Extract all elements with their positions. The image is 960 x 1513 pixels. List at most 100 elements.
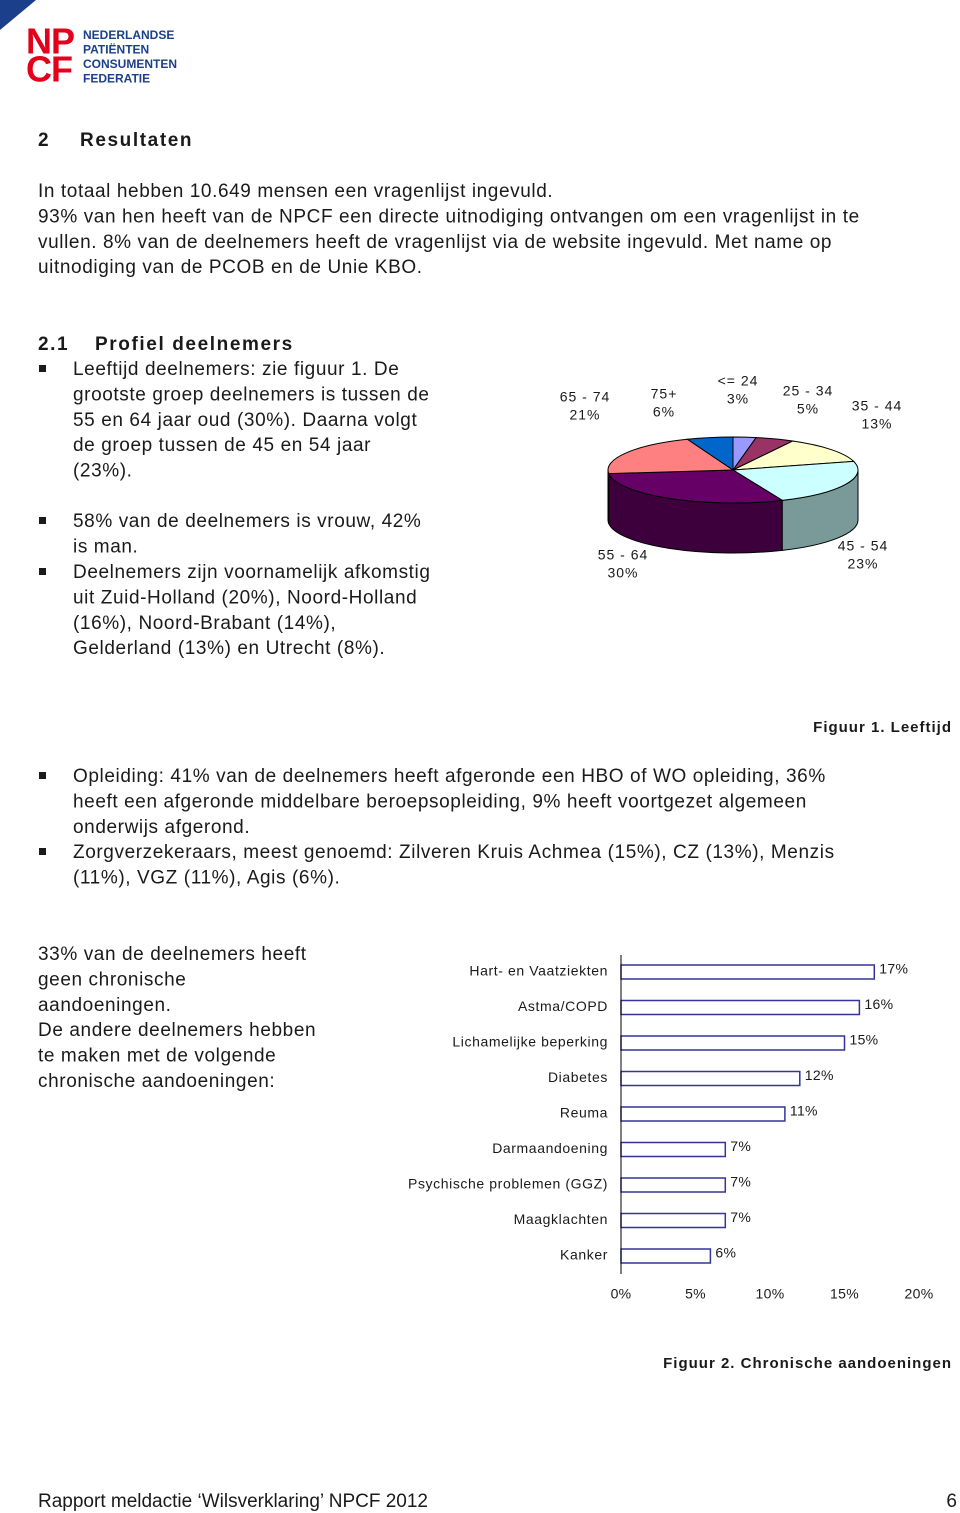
- pie-value-label: 3%: [727, 391, 749, 407]
- value-label: 6%: [715, 1245, 736, 1261]
- value-label: 16%: [864, 996, 893, 1012]
- paragraph-line: 93% van hen heeft van de NPCF een direct…: [38, 206, 860, 227]
- pie-value-label: 5%: [797, 401, 819, 417]
- bar: [620, 964, 876, 980]
- paragraph-line: chronische aandoeningen:: [38, 1071, 275, 1092]
- pie-label: 45 - 54: [838, 538, 889, 554]
- footer-text: Rapport meldactie ‘Wilsverklaring’ NPCF …: [38, 1491, 428, 1512]
- bullet: [39, 365, 46, 372]
- bullet: [39, 848, 46, 855]
- bullet-line: Gelderland (13%) en Utrecht (8%).: [73, 638, 385, 659]
- logo-mark: NP: [26, 21, 74, 62]
- bar: [620, 1248, 712, 1264]
- bullet-line: Leeftijd deelnemers: zie figuur 1. De: [73, 359, 399, 380]
- value-label: 7%: [730, 1174, 751, 1190]
- bullet-line: (11%), VGZ (11%), Agis (6%).: [73, 867, 340, 888]
- pie-label: 65 - 74: [560, 389, 611, 405]
- pie-value-label: 21%: [569, 407, 600, 423]
- paragraph-line: geen chronische: [38, 969, 186, 990]
- category-label: Diabetes: [548, 1069, 608, 1085]
- x-tick-label: 0%: [611, 1286, 632, 1302]
- paragraph-line: In totaal hebben 10.649 mensen een vrage…: [38, 181, 553, 202]
- bullet-line: (23%).: [73, 461, 133, 482]
- x-tick-label: 5%: [685, 1286, 706, 1302]
- section-number: 2: [38, 130, 50, 151]
- category-label: Lichamelijke beperking: [452, 1034, 608, 1050]
- bullet-line: (16%), Noord-Brabant (14%),: [73, 613, 336, 634]
- x-tick-label: 20%: [905, 1286, 934, 1302]
- pie-slice: [731, 460, 859, 501]
- subsection-title: Profiel deelnemers: [95, 334, 294, 355]
- pie-label: <= 24: [718, 373, 759, 389]
- logo-name: PATIËNTEN: [83, 42, 149, 57]
- bar: [620, 1035, 846, 1051]
- value-label: 15%: [850, 1032, 879, 1048]
- section-title: Resultaten: [80, 130, 193, 151]
- bullet-line: de groep tussen de 45 en 54 jaar: [73, 435, 371, 456]
- category-label: Psychische problemen (GGZ): [408, 1176, 608, 1192]
- pie-value-label: 13%: [861, 416, 892, 432]
- bullet-line: Zorgverzekeraars, meest genoemd: Zilvere…: [73, 842, 835, 863]
- paragraph-line: De andere deelnemers hebben: [38, 1020, 316, 1041]
- logo-corner: [0, 0, 36, 30]
- bar: [620, 1212, 727, 1229]
- category-label: Darmaandoening: [492, 1140, 608, 1156]
- bar: [620, 1106, 786, 1122]
- paragraph-line: vullen. 8% van de deelnemers heeft de vr…: [38, 232, 832, 253]
- paragraph-line: uitnodiging van de PCOB en de Unie KBO.: [38, 257, 423, 278]
- value-label: 17%: [879, 961, 908, 977]
- bullet-line: onderwijs afgerond.: [73, 817, 250, 838]
- value-label: 11%: [790, 1103, 818, 1119]
- bullet-line: is man.: [73, 536, 138, 557]
- pie-value-label: 23%: [847, 556, 878, 572]
- logo-name: CONSUMENTEN: [83, 57, 177, 71]
- pie-label: 35 - 44: [852, 398, 903, 414]
- bar: [620, 1070, 801, 1087]
- logo-mark: CF: [26, 49, 72, 90]
- category-label: Maagklachten: [514, 1211, 608, 1227]
- bullet-line: 58% van de deelnemers is vrouw, 42%: [73, 511, 421, 532]
- category-label: Hart- en Vaatziekten: [469, 963, 608, 979]
- pie-slice: [732, 440, 855, 471]
- bullet: [39, 568, 46, 575]
- bullet-line: 55 en 64 jaar oud (30%). Daarna volgt: [73, 410, 417, 431]
- pie-value-label: 6%: [653, 404, 675, 420]
- pie-slice: [607, 469, 784, 504]
- value-label: 7%: [730, 1209, 751, 1225]
- bullet: [39, 772, 46, 779]
- bullet-line: grootste groep deelnemers is tussen de: [73, 384, 430, 405]
- paragraph-line: aandoeningen.: [38, 995, 172, 1016]
- pie-value-label: 30%: [607, 565, 638, 581]
- figure-caption: Figuur 2. Chronische aandoeningen: [663, 1355, 952, 1372]
- pie-slice-side: [607, 469, 610, 524]
- pie-slice: [685, 436, 734, 471]
- category-label: Astma/COPD: [518, 998, 608, 1014]
- pie-label: 25 - 34: [783, 383, 834, 399]
- bar: [620, 1141, 727, 1158]
- category-label: Kanker: [560, 1247, 608, 1263]
- x-tick-label: 10%: [756, 1286, 785, 1302]
- logo-name: NEDERLANDSE: [83, 28, 174, 42]
- bullet-line: uit Zuid-Holland (20%), Noord-Holland: [73, 587, 417, 608]
- bullet: [39, 517, 46, 524]
- x-tick-label: 15%: [830, 1286, 859, 1302]
- logo-name: FEDERATIE: [83, 72, 150, 86]
- paragraph-line: te maken met de volgende: [38, 1046, 276, 1067]
- figure-caption: Figuur 1. Leeftijd: [813, 719, 952, 736]
- pie-slice: [607, 438, 735, 475]
- paragraph-line: 33% van de deelnemers heeft: [38, 944, 307, 965]
- value-label: 7%: [730, 1138, 751, 1154]
- bullet-line: Deelnemers zijn voornamelijk afkomstig: [73, 562, 431, 583]
- subsection-number: 2.1: [38, 334, 69, 355]
- bullet-line: heeft een afgeronde middelbare beroepsop…: [73, 791, 807, 812]
- value-label: 12%: [805, 1067, 834, 1083]
- bullet-line: Opleiding: 41% van de deelnemers heeft a…: [73, 766, 826, 787]
- pie-label: 55 - 64: [598, 547, 649, 563]
- category-label: Reuma: [560, 1105, 608, 1121]
- pie-label: 75+: [651, 386, 678, 402]
- bar: [620, 999, 861, 1016]
- page-number: 6: [946, 1491, 957, 1512]
- bar: [620, 1177, 727, 1193]
